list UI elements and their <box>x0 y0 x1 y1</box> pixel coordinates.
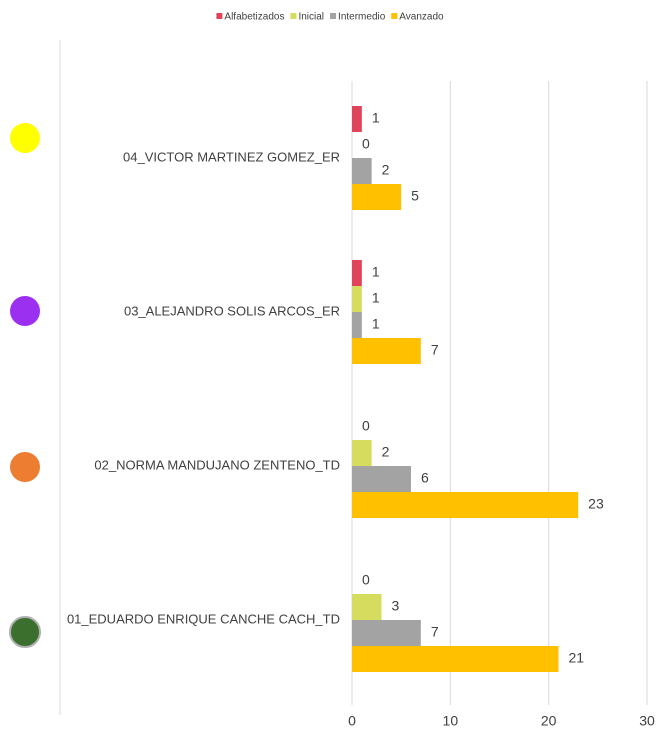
legend-label: Inicial <box>298 12 324 23</box>
bar <box>352 260 362 286</box>
bar <box>352 466 411 492</box>
legend-swatch <box>391 13 398 19</box>
bar <box>352 620 421 646</box>
status-dot <box>10 123 40 153</box>
x-tick-label: 20 <box>541 713 557 729</box>
x-tick-label: 0 <box>348 713 356 729</box>
bar <box>352 338 421 364</box>
y-tick-label: 04_VICTOR MARTINEZ GOMEZ_ER <box>123 149 340 164</box>
legend-swatch <box>330 13 337 19</box>
status-dot <box>9 616 41 648</box>
legend-swatch <box>216 13 223 19</box>
value-label: 6 <box>421 470 429 486</box>
value-label: 5 <box>411 188 419 204</box>
legend-label: Alfabetizados <box>224 12 284 23</box>
x-tick-label: 30 <box>639 713 655 729</box>
bar <box>352 594 382 620</box>
bar <box>352 158 372 184</box>
value-label: 3 <box>392 598 400 614</box>
value-label: 0 <box>362 136 370 152</box>
legend: Alfabetizados Inicial Intermedio Avanzado <box>216 12 444 23</box>
y-tick-label: 01_EDUARDO ENRIQUE CANCHE CACH_TD <box>67 611 340 626</box>
value-label: 1 <box>372 110 380 126</box>
bar <box>352 492 579 518</box>
value-label: 2 <box>382 162 390 178</box>
value-label: 1 <box>372 264 380 280</box>
bar <box>352 646 559 672</box>
bar <box>352 106 362 132</box>
bar <box>352 440 372 466</box>
value-label: 7 <box>431 624 439 640</box>
value-label: 1 <box>372 316 380 332</box>
status-dot <box>10 452 40 482</box>
y-tick-label: 03_ALEJANDRO SOLIS ARCOS_ER <box>124 303 340 318</box>
value-label: 23 <box>588 496 604 512</box>
status-dot <box>10 296 40 326</box>
value-label: 21 <box>569 650 585 666</box>
legend-label: Avanzado <box>399 12 444 23</box>
legend-label: Intermedio <box>338 12 386 23</box>
value-label: 2 <box>382 444 390 460</box>
value-label: 1 <box>372 290 380 306</box>
value-label: 7 <box>431 342 439 358</box>
legend-swatch <box>290 13 297 19</box>
x-tick-label: 10 <box>443 713 459 729</box>
bar <box>352 286 362 312</box>
y-tick-label: 02_NORMA MANDUJANO ZENTENO_TD <box>94 457 340 472</box>
value-label: 0 <box>362 418 370 434</box>
value-label: 0 <box>362 572 370 588</box>
bar <box>352 184 402 210</box>
bar <box>352 312 362 338</box>
